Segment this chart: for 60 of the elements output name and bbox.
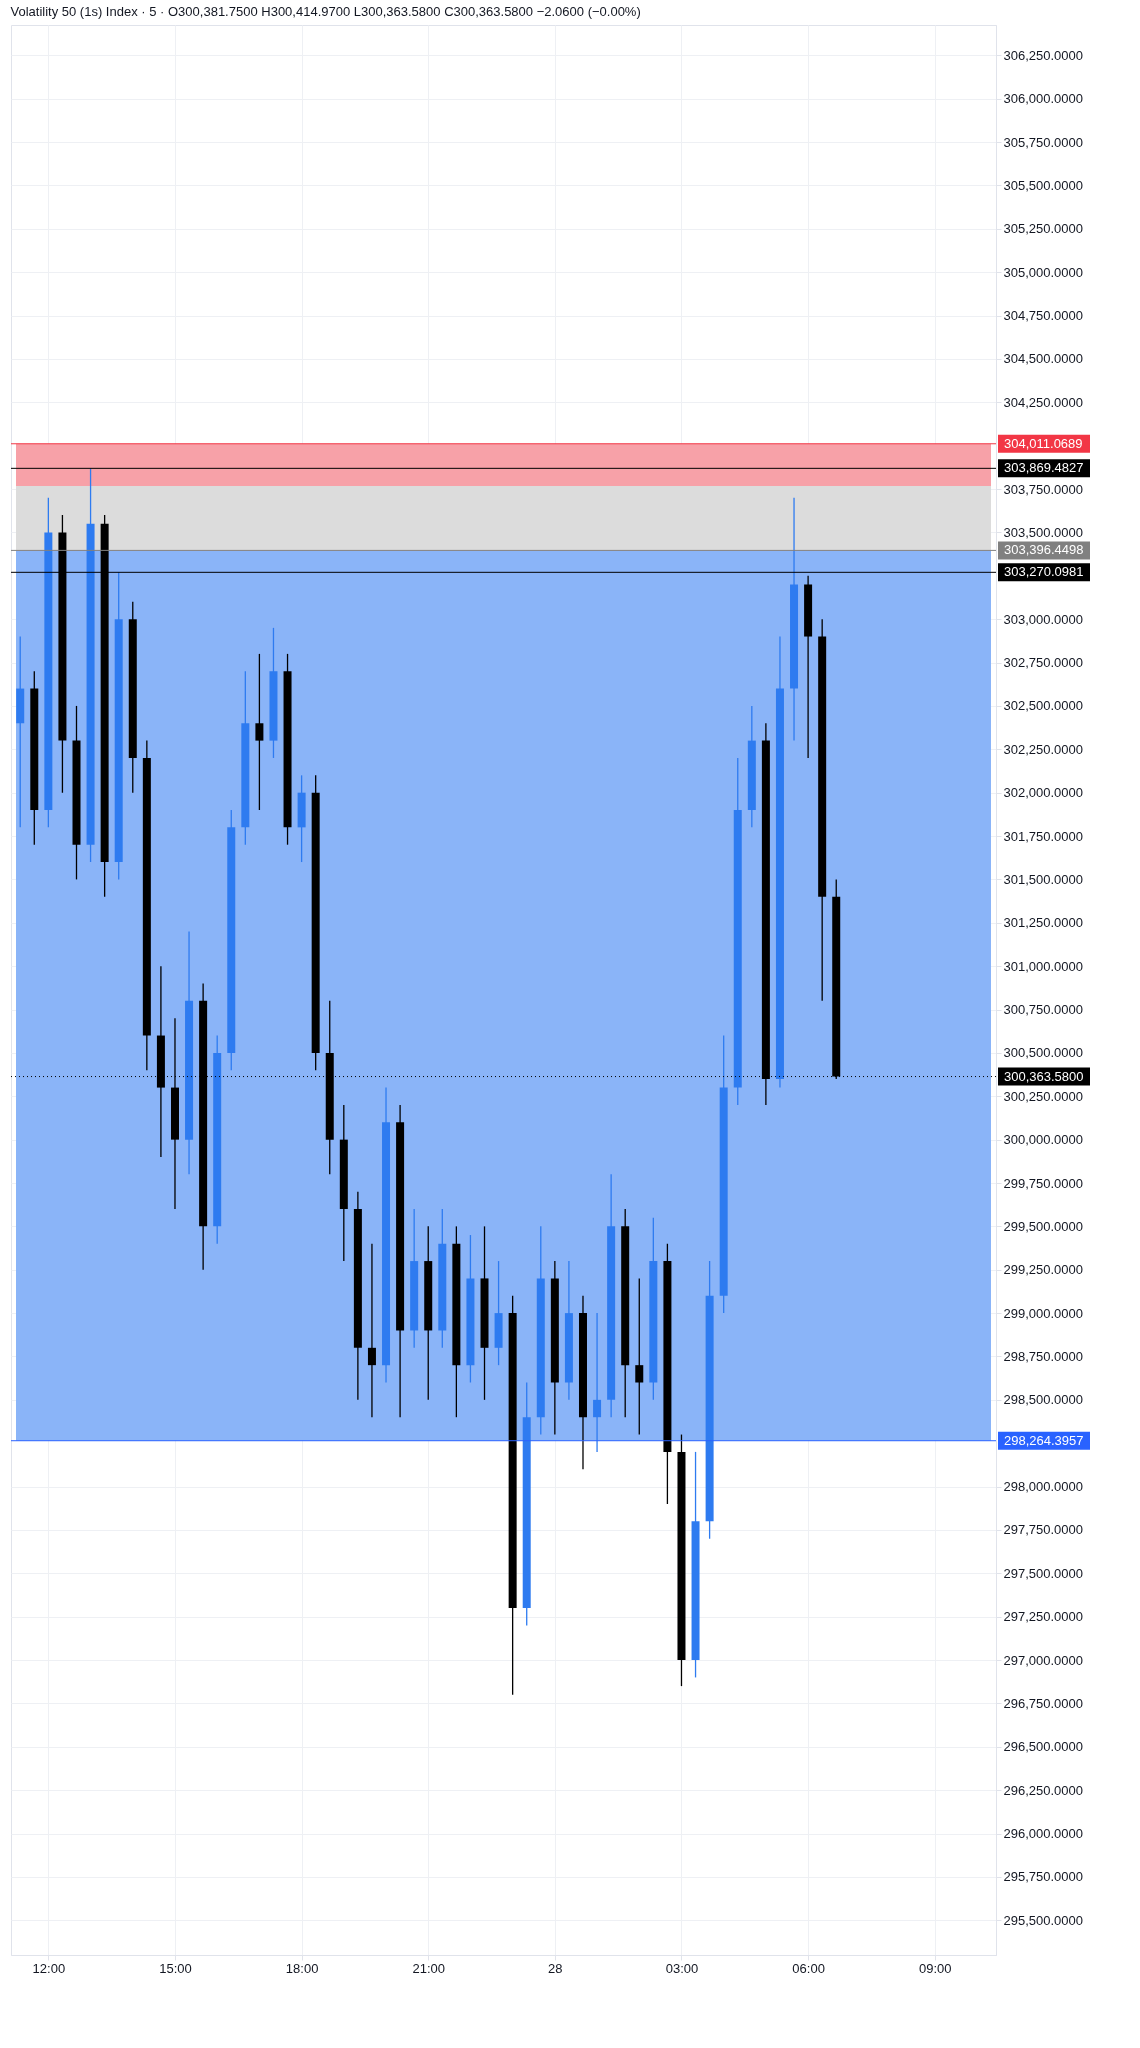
y-tick-label: 303,500.0000 [1003,524,1084,540]
y-tick-label: 299,000.0000 [1003,1305,1084,1321]
ref-line-label: 303,396.4498 [1004,542,1084,558]
y-tick-label: 295,750.0000 [1003,1869,1084,1885]
x-tick-label: 18:00 [285,1960,319,1976]
candlestick [635,1277,644,1436]
y-tick-label: 299,750.0000 [1003,1175,1084,1191]
y-tick-label: 297,000.0000 [1003,1652,1084,1668]
y-tick-label: 301,500.0000 [1003,871,1084,887]
y-tick-label: 305,250.0000 [1003,221,1084,237]
ref-line-label: 303,270.0981 [1004,564,1084,580]
y-tick-label: 304,750.0000 [1003,308,1084,324]
y-tick-label: 302,750.0000 [1003,655,1084,671]
y-tick-label: 301,250.0000 [1003,915,1084,931]
x-tick-label: 06:00 [792,1960,825,1976]
y-tick-label: 304,500.0000 [1003,351,1084,367]
x-tick-label: 03:00 [665,1960,699,1976]
ref-line-label: 303,869.4827 [1004,460,1084,476]
y-tick-label: 297,500.0000 [1003,1565,1084,1581]
y-tick-label: 304,250.0000 [1003,394,1084,410]
y-tick-label: 302,250.0000 [1003,741,1084,757]
y-tick-label: 305,000.0000 [1003,264,1084,280]
y-tick-label: 306,000.0000 [1003,91,1084,107]
y-tick-label: 300,750.0000 [1003,1002,1084,1018]
y-tick-label: 306,250.0000 [1003,47,1084,63]
y-tick-label: 303,000.0000 [1003,611,1084,627]
y-tick-label: 298,750.0000 [1003,1348,1084,1364]
y-tick-label: 298,500.0000 [1003,1392,1084,1408]
y-tick-label: 305,500.0000 [1003,177,1084,193]
y-tick-label: 302,500.0000 [1003,698,1084,714]
y-tick-label: 300,500.0000 [1003,1045,1084,1061]
x-tick-label: 15:00 [159,1960,192,1976]
y-tick-label: 305,750.0000 [1003,134,1084,150]
ref-line-label: 300,363.5800 [1004,1068,1084,1084]
ref-line-label: 298,264.3957 [1004,1432,1084,1448]
y-tick-label: 301,750.0000 [1003,828,1084,844]
y-tick-label: 303,750.0000 [1003,481,1084,497]
y-tick-label: 302,000.0000 [1003,785,1084,801]
candlestick [367,1243,376,1418]
y-tick-label: 297,250.0000 [1003,1609,1084,1625]
x-tick-label: 28 [548,1960,563,1976]
y-tick-label: 295,500.0000 [1003,1912,1084,1928]
candlestick [255,653,264,811]
y-tick-label: 296,750.0000 [1003,1695,1084,1711]
y-tick-label: 299,250.0000 [1003,1262,1084,1278]
y-tick-label: 296,250.0000 [1003,1782,1084,1798]
y-tick-label: 300,000.0000 [1003,1132,1084,1148]
y-tick-label: 296,500.0000 [1003,1739,1084,1755]
x-tick-label: 12:00 [32,1960,66,1976]
y-tick-label: 298,000.0000 [1003,1479,1084,1495]
y-tick-label: 300,250.0000 [1003,1088,1084,1104]
ref-line-label: 304,011.0689 [1004,435,1083,451]
chart-title: Volatility 50 (1s) Index · 5 · O300,381.7500 H300,414.9700 L300,363.5800 C300,363.5800 −2.0600 (−0.00%) [10,4,641,19]
y-tick-label: 297,750.0000 [1003,1522,1084,1538]
candlestick [593,1312,602,1453]
y-tick-label: 301,000.0000 [1003,958,1084,974]
x-tick-label: 21:00 [412,1960,445,1976]
x-tick-label: 09:00 [918,1960,952,1976]
y-tick-label: 299,500.0000 [1003,1218,1084,1234]
y-tick-label: 296,000.0000 [1003,1826,1084,1842]
